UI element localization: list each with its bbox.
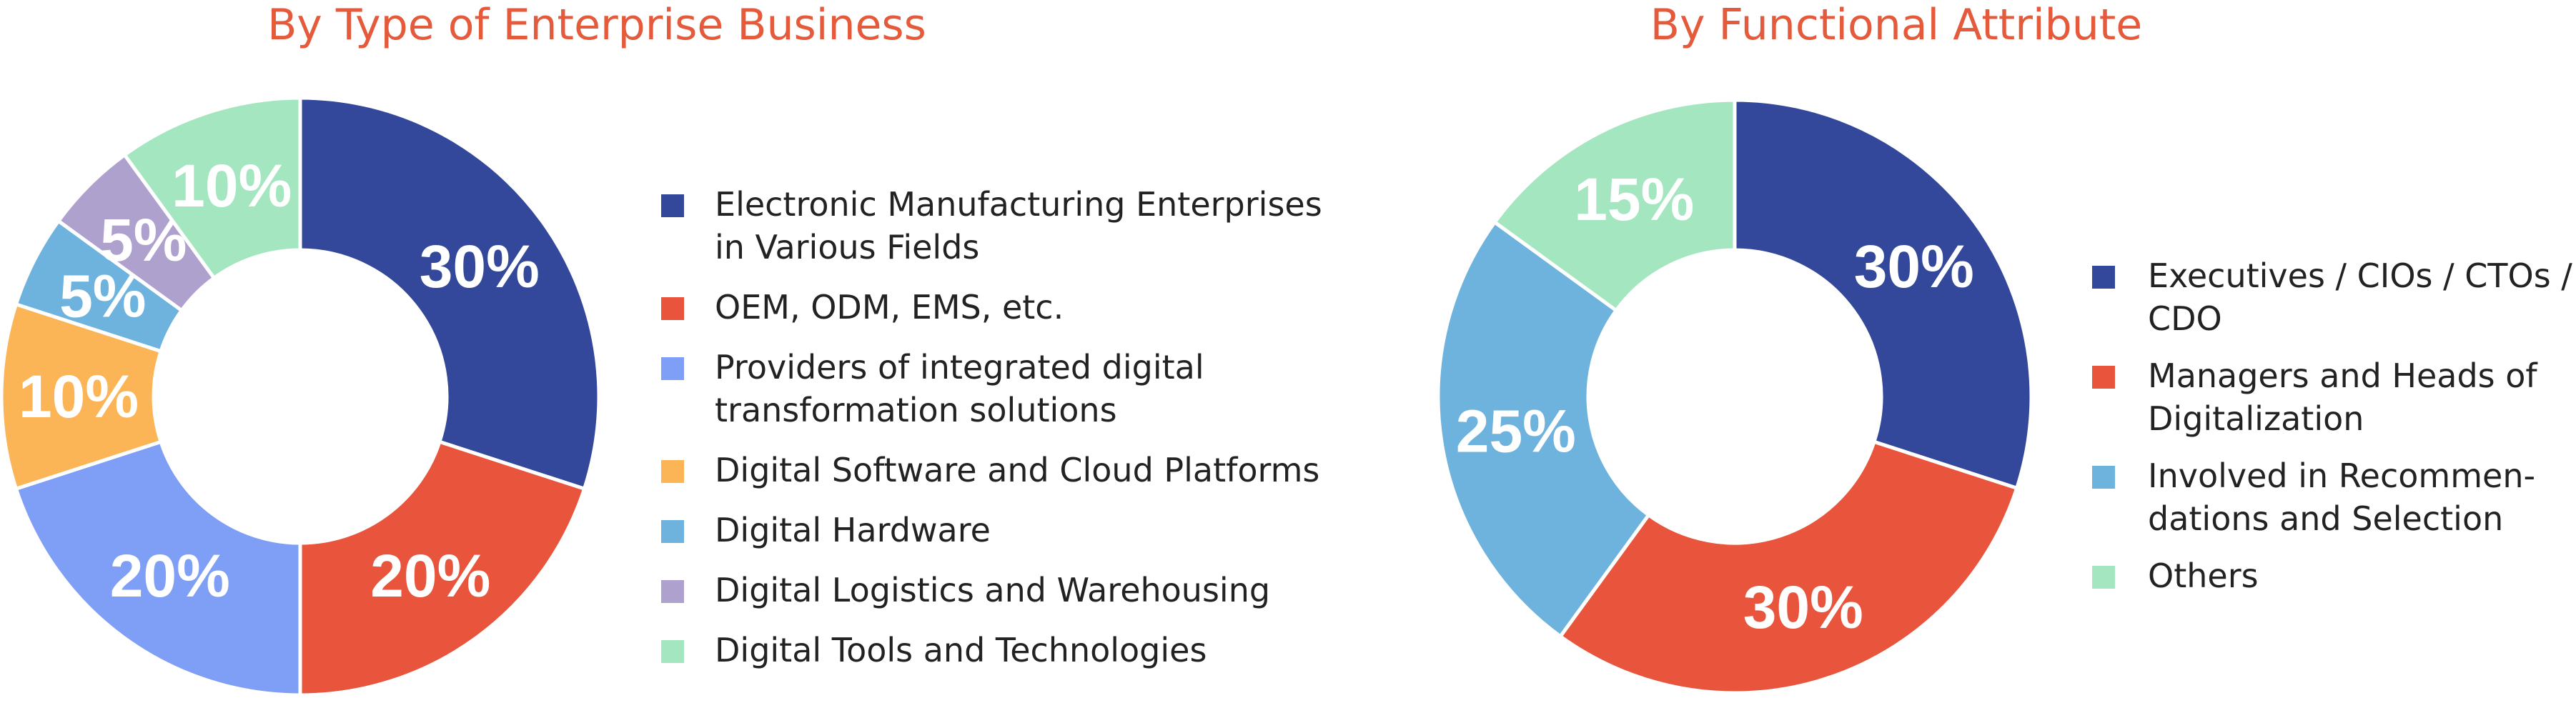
legend-label: Electronic Manufacturing Enterprises <box>715 185 1322 224</box>
legend-item: Managers and Heads of Digitalization <box>2092 357 2538 438</box>
slice-value-label: 30% <box>1743 574 1863 641</box>
legend-item: OEM, ODM, EMS, etc. <box>661 288 1064 326</box>
legend-label: Digital Logistics and Warehousing <box>715 571 1270 609</box>
legend-label: Digital Tools and Technologies <box>715 631 1207 669</box>
slice-value-label: 30% <box>1854 233 1974 300</box>
legend-label: Digital Hardware <box>715 511 991 549</box>
legend-swatch <box>661 357 684 380</box>
legend-swatch <box>661 297 684 320</box>
legend-item: Digital Hardware <box>661 511 991 549</box>
slice-value-label: 20% <box>110 542 230 609</box>
legend-item: Digital Software and Cloud Platforms <box>661 451 1319 489</box>
legend-label: Digitalization <box>2148 399 2364 438</box>
legend-label: Managers and Heads of <box>2148 357 2538 395</box>
slice-electronic-manufacturing-enterprises-in-various-fields <box>298 96 601 492</box>
legend-label: Others <box>2148 557 2259 595</box>
slice-oem-odm-ems-etc <box>298 439 587 697</box>
legend-item: Providers of integrated digital transform… <box>661 348 1204 429</box>
legend-swatch <box>661 580 684 603</box>
donut: 30%20%20%10%5%5%10% <box>0 96 601 697</box>
legend-swatch <box>661 520 684 543</box>
legend-item: Digital Tools and Technologies <box>661 631 1207 669</box>
legend-label: in Various Fields <box>715 228 979 266</box>
slice-value-label: 10% <box>19 363 139 430</box>
legend-item: Electronic Manufacturing Enterprises in V… <box>661 185 1322 266</box>
legend-label: transformation solutions <box>715 391 1117 429</box>
slice-value-label: 15% <box>1574 166 1694 233</box>
functional-attribute-chart: By Functional Attribute 30% 30% 25% 15% Exe… <box>1436 0 2572 695</box>
legend-swatch <box>661 460 684 483</box>
slice-executives-cios-ctos-cdo <box>1733 98 2033 491</box>
legend-item: Digital Logistics and Warehousing <box>661 571 1270 609</box>
legend-swatch <box>2092 266 2115 289</box>
slice-involved-in-recommen-dations-and-selection <box>1436 219 1651 639</box>
chart-title: By Type of Enterprise Business <box>267 0 926 50</box>
chart-title: By Functional Attribute <box>1650 0 2142 50</box>
slice-digital-tools-and-technologies <box>122 96 302 281</box>
slice-value-label: 25% <box>1456 397 1576 464</box>
legend-label: Digital Software and Cloud Platforms <box>715 451 1319 489</box>
legend-label: Executives / CIOs / CTOs / <box>2148 256 2572 295</box>
legend-item: Executives / CIOs / CTOs / CDO <box>2092 256 2572 338</box>
legend-swatch <box>2092 366 2115 389</box>
slice-value-label: 20% <box>370 542 490 609</box>
legend-swatch <box>2092 566 2115 589</box>
legend-label: Providers of integrated digital <box>715 348 1204 387</box>
slice-others <box>1492 98 1737 313</box>
slice-value-label: 10% <box>172 152 292 219</box>
slice-providers-of-integrated-digital-transformation-solutions <box>14 439 302 697</box>
legend-item: Others <box>2092 557 2259 595</box>
legend-label: dations and Selection <box>2148 499 2503 538</box>
slice-managers-and-heads-of-digitalization <box>1557 439 2019 695</box>
slice-value-label: 30% <box>420 233 540 300</box>
legend-label: OEM, ODM, EMS, etc. <box>715 288 1064 326</box>
legend-item: Involved in Recommen-dations and Selecti… <box>2092 457 2535 538</box>
legend-swatch <box>661 640 684 663</box>
legend-swatch <box>2092 466 2115 489</box>
legend: Executives / CIOs / CTOs / CDO Managers an… <box>2092 256 2572 595</box>
legend-swatch <box>661 194 684 217</box>
legend-label: Involved in Recommen- <box>2148 457 2535 495</box>
donut: 30% 30% 25% 15% <box>1436 98 2033 695</box>
legend-label: CDO <box>2148 299 2222 338</box>
legend: Electronic Manufacturing Enterprises in V… <box>661 185 1322 669</box>
enterprise-business-chart: By Type of Enterprise Business 30% 20% 20%… <box>0 0 1322 697</box>
slice-digital-software-and-cloud-platforms <box>0 301 164 492</box>
